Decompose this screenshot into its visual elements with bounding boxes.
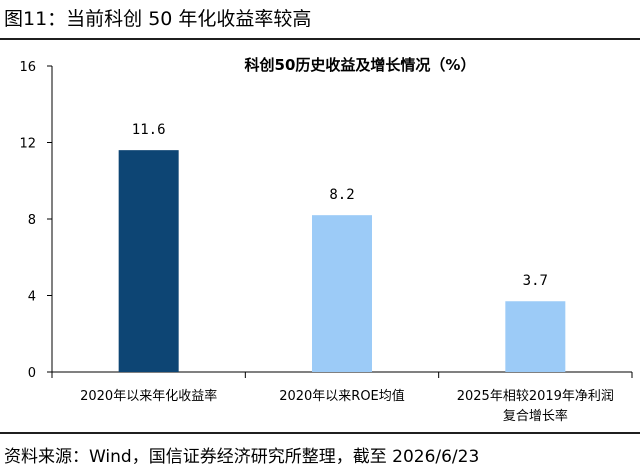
bar xyxy=(505,301,566,372)
data-labels: 11.6 8.2 3.7 xyxy=(132,122,548,289)
x-tick-label: 复合增长率 xyxy=(503,408,568,424)
x-axis xyxy=(51,371,633,378)
bar xyxy=(118,150,179,372)
y-tick-label: 4 xyxy=(28,290,36,305)
x-tick-label: 2020年以来年化收益率 xyxy=(80,388,217,404)
y-tick-label: 0 xyxy=(28,366,36,381)
top-rule xyxy=(0,38,640,40)
y-axis: 0 4 8 12 16 xyxy=(19,60,53,381)
y-tick-label: 16 xyxy=(19,60,36,75)
data-label: 11.6 xyxy=(132,122,166,138)
y-tick-label: 8 xyxy=(28,213,36,228)
data-label: 3.7 xyxy=(523,273,548,289)
figure-title: 图11：当前科创 50 年化收益率较高 xyxy=(4,8,312,30)
bars xyxy=(118,150,566,372)
data-label: 8.2 xyxy=(329,187,354,203)
chart-title: 科创50历史收益及增长情况（%） xyxy=(245,56,476,74)
source-note: 资料来源：Wind，国信证券经济研究所整理，截至 2026/6/23 xyxy=(4,447,480,467)
category-labels: 2020年以来年化收益率 2020年以来ROE均值 2025年相较2019年净利润复… xyxy=(80,388,614,424)
bottom-rule xyxy=(0,432,640,434)
x-tick-label: 2020年以来ROE均值 xyxy=(279,388,405,404)
bar xyxy=(312,215,372,372)
x-tick-label: 2025年相较2019年净利润 xyxy=(457,389,614,404)
y-tick-label: 12 xyxy=(19,137,36,152)
